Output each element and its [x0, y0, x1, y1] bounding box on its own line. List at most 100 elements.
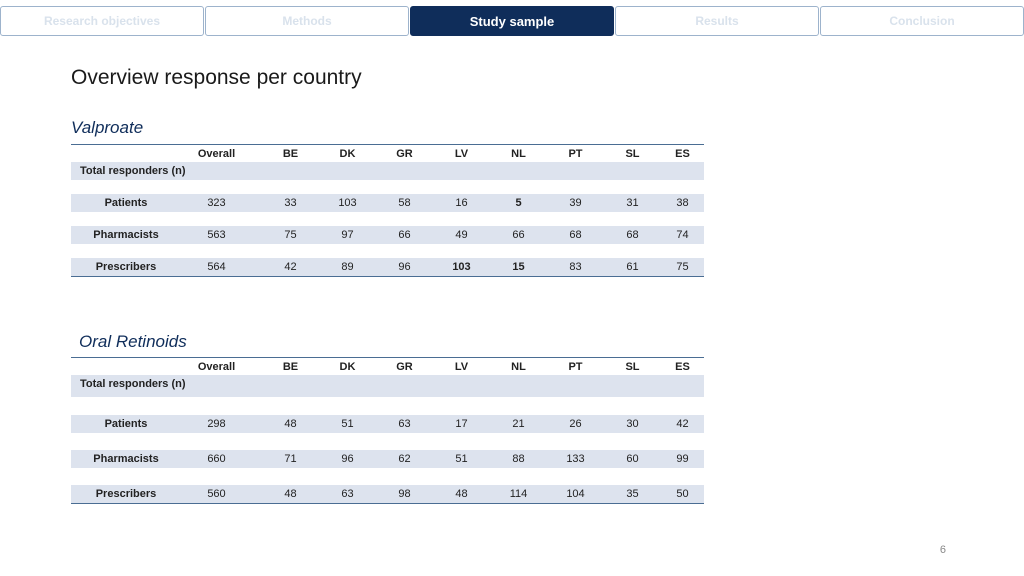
row-label: Pharmacists	[93, 453, 159, 465]
table-cell: 48	[284, 488, 297, 500]
table-cell: 71	[284, 453, 297, 465]
total-responders-label: Total responders (n)	[80, 165, 186, 177]
table-cell: 16	[455, 197, 468, 209]
table-cell: 89	[341, 261, 354, 273]
table-cell: 75	[284, 229, 297, 241]
column-header: NL	[511, 361, 526, 373]
column-header: LV	[454, 361, 469, 373]
table-cell: 74	[676, 229, 689, 241]
column-header: SL	[625, 148, 640, 160]
table-cell: 60	[626, 453, 639, 465]
table-cell: 88	[512, 453, 525, 465]
table-cell: 96	[398, 261, 411, 273]
row-label: Patients	[104, 418, 148, 430]
table-cell: 17	[455, 418, 468, 430]
table-row: Pharmacists 563 75 97 66 49 66 68 68 74	[71, 226, 704, 244]
table-cell: 63	[398, 418, 411, 430]
table-cell: 560	[207, 488, 226, 500]
column-header: GR	[396, 148, 413, 160]
table-cell: 48	[284, 418, 297, 430]
table-cell: 35	[626, 488, 639, 500]
table-cell: 564	[207, 261, 226, 273]
table-cell: 114	[509, 488, 528, 500]
table-cell: 98	[398, 488, 411, 500]
table-cell: 51	[341, 418, 354, 430]
table-cell: 51	[455, 453, 468, 465]
table-cell: 48	[455, 488, 468, 500]
tab-conclusion[interactable]: Conclusion	[820, 6, 1024, 36]
table-row: Patients 323 33 103 58 16 5 39 31 38	[71, 194, 704, 212]
column-header: BE	[282, 361, 299, 373]
section-title-oral-retinoids: Oral Retinoids	[79, 332, 187, 351]
table-row: Prescribers 560 48 63 98 48 114 104 35 5…	[71, 485, 704, 503]
total-responders-row: Total responders (n)	[71, 162, 704, 180]
section-title-valproate: Valproate	[71, 118, 144, 137]
column-header: DK	[339, 361, 356, 373]
row-label: Pharmacists	[93, 229, 159, 241]
column-header: ES	[675, 148, 690, 160]
table-cell: 103	[338, 197, 357, 209]
column-header: PT	[568, 148, 583, 160]
row-label: Prescribers	[95, 488, 157, 500]
column-header: Overall	[197, 361, 236, 373]
column-header: GR	[396, 361, 413, 373]
table-cell: 96	[341, 453, 354, 465]
table-cell: 104	[566, 488, 585, 500]
table-cell: 26	[569, 418, 582, 430]
total-responders-row: Total responders (n)	[71, 375, 704, 397]
table-header: Overall BE DK GR LV NL PT SL ES	[71, 144, 704, 162]
table-cell: 42	[676, 418, 689, 430]
page-number: 6	[939, 544, 946, 556]
column-header: NL	[511, 148, 526, 160]
table-cell: 66	[398, 229, 411, 241]
table-cell: 298	[207, 418, 226, 430]
table-cell: 5	[515, 197, 522, 209]
table-cell: 30	[626, 418, 639, 430]
page-title: Overview response per country	[71, 66, 362, 89]
table-cell: 61	[626, 261, 639, 273]
tab-research-objectives[interactable]: Research objectives	[0, 6, 204, 36]
table-cell: 563	[207, 229, 226, 241]
table-bottom-rule	[71, 276, 704, 277]
table-cell: 33	[284, 197, 297, 209]
table-cell: 31	[626, 197, 639, 209]
tab-methods[interactable]: Methods	[205, 6, 409, 36]
table-header: Overall BE DK GR LV NL PT SL ES	[71, 357, 704, 375]
row-label: Prescribers	[95, 261, 157, 273]
table-cell: 133	[566, 453, 585, 465]
valproate-table: Overall BE DK GR LV NL PT SL ES Total re…	[71, 144, 704, 277]
table-row: Patients 298 48 51 63 17 21 26 30 42	[71, 415, 704, 433]
table-cell: 323	[207, 197, 226, 209]
table-row: Pharmacists 660 71 96 62 51 88 133 60 99	[71, 450, 704, 468]
column-header: LV	[454, 148, 469, 160]
table-cell: 66	[512, 229, 525, 241]
table-cell: 38	[676, 197, 689, 209]
table-cell: 99	[676, 453, 689, 465]
table-cell: 660	[207, 453, 226, 465]
table-cell: 21	[512, 418, 525, 430]
table-cell: 15	[512, 261, 525, 273]
table-cell: 68	[569, 229, 582, 241]
column-header: DK	[339, 148, 356, 160]
table-cell: 83	[569, 261, 582, 273]
table-cell: 75	[676, 261, 689, 273]
table-cell: 42	[284, 261, 297, 273]
table-cell: 68	[626, 229, 639, 241]
tab-study-sample[interactable]: Study sample	[410, 6, 614, 36]
row-label: Patients	[104, 197, 148, 209]
column-header: ES	[675, 361, 690, 373]
table-cell: 97	[341, 229, 354, 241]
column-header: Overall	[197, 148, 236, 160]
column-header: PT	[568, 361, 583, 373]
table-row: Prescribers 564 42 89 96 103 15 83 61 75	[71, 258, 704, 276]
column-header: SL	[625, 361, 640, 373]
table-cell: 103	[452, 261, 471, 273]
table-bottom-rule	[71, 503, 704, 504]
column-header: BE	[282, 148, 299, 160]
table-cell: 58	[398, 197, 411, 209]
table-cell: 49	[455, 229, 468, 241]
tab-results[interactable]: Results	[615, 6, 819, 36]
retinoids-table: Overall BE DK GR LV NL PT SL ES Total re…	[71, 357, 704, 504]
total-responders-label: Total responders (n)	[80, 378, 186, 390]
table-cell: 50	[676, 488, 689, 500]
